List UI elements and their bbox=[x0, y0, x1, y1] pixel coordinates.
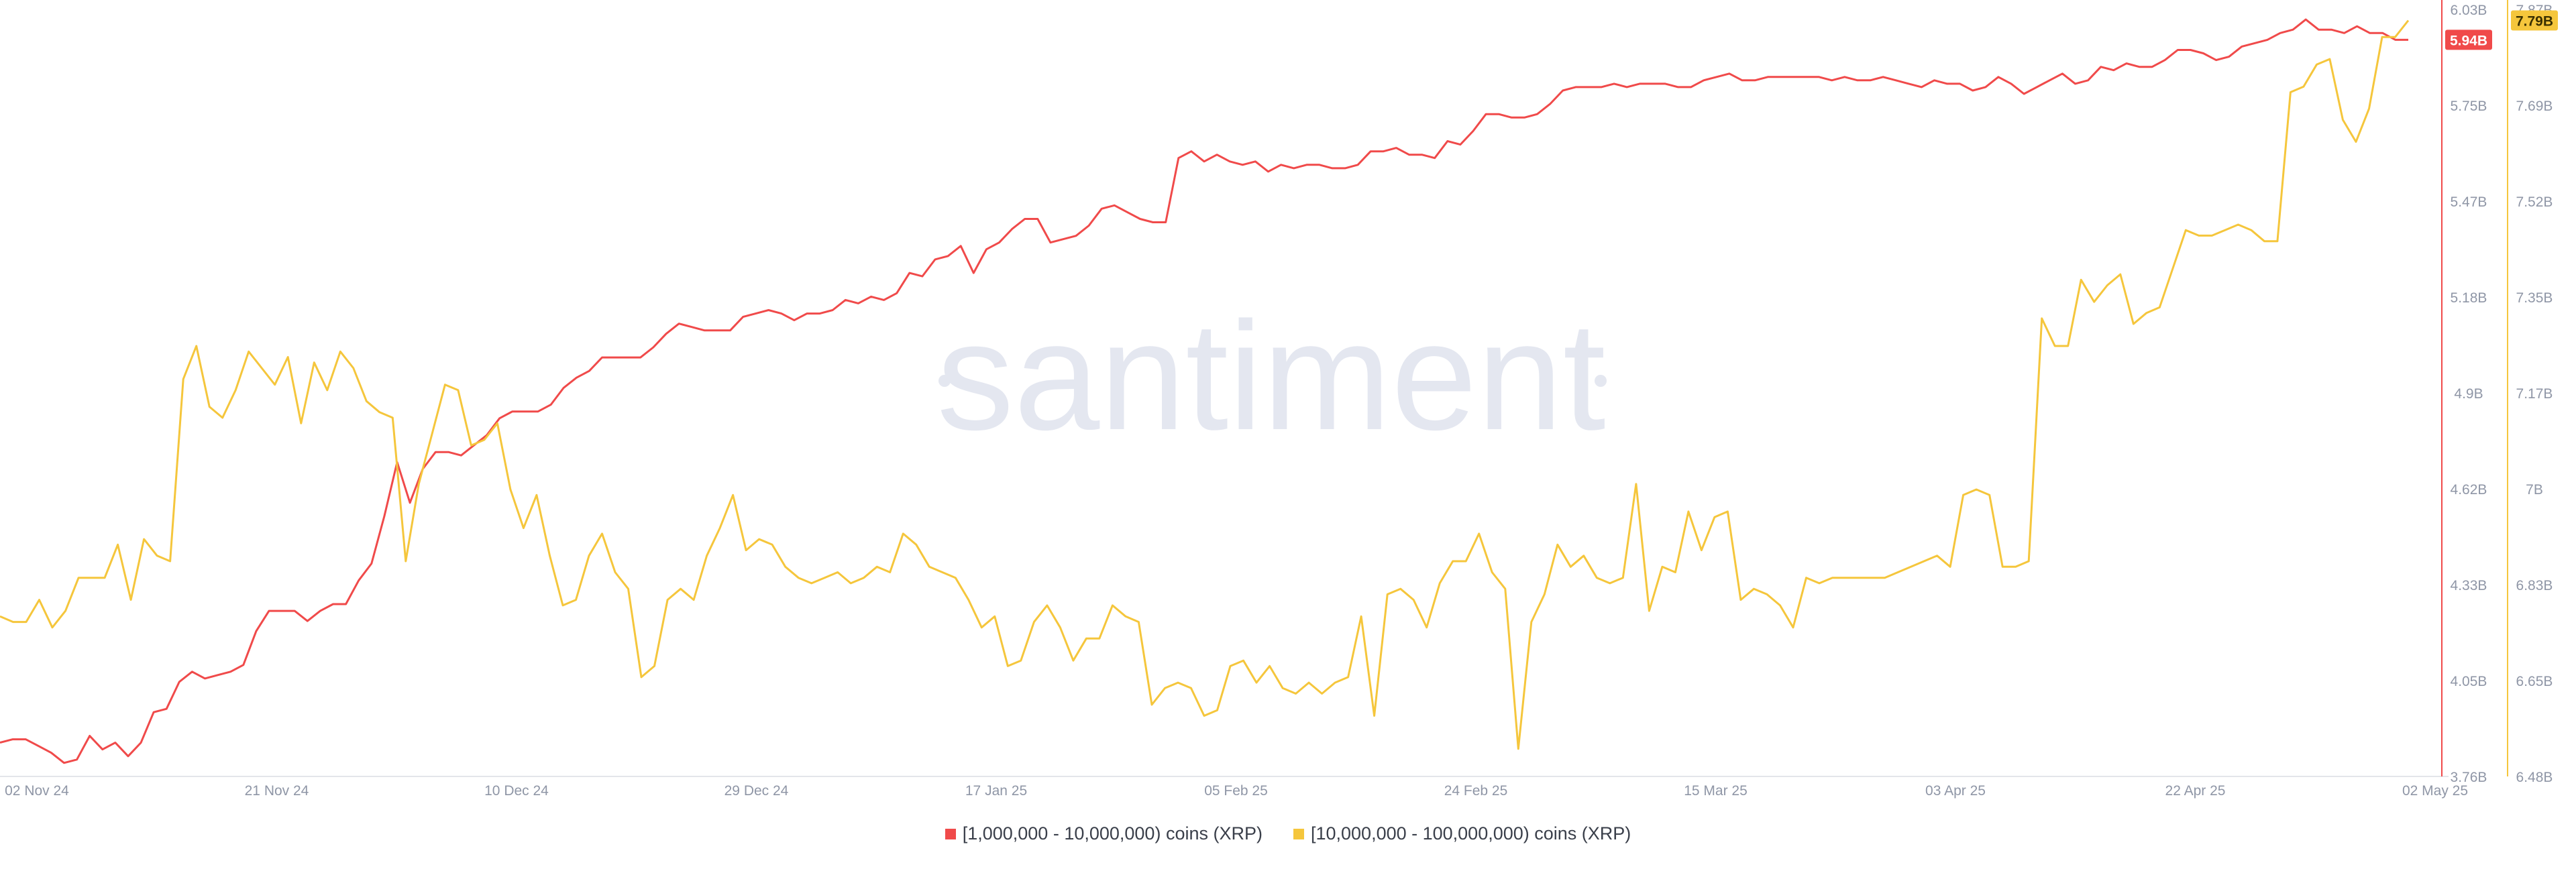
y-tick-label-1-3: 4.62B bbox=[2451, 482, 2487, 498]
y-tick-label-1-7: 5.75B bbox=[2451, 99, 2487, 114]
y-tick-label-1-8: 6.03B bbox=[2451, 3, 2487, 18]
watermark-dot-right bbox=[1595, 375, 1607, 387]
x-tick-label-9: 22 Apr 25 bbox=[2165, 783, 2226, 799]
x-tick-label-5: 05 Feb 25 bbox=[1204, 783, 1268, 799]
series-line-1 bbox=[0, 18, 2408, 764]
current-value-badge-1 bbox=[2445, 30, 2492, 50]
y-tick-label-1-2: 4.33B bbox=[2451, 578, 2487, 593]
x-tick-label-3: 29 Dec 24 bbox=[724, 783, 789, 799]
x-tick-label-1: 21 Nov 24 bbox=[245, 783, 309, 799]
y-tick-label-1-4: 4.9B bbox=[2454, 386, 2483, 402]
y-tick-label-2-5: 7.35B bbox=[2516, 290, 2553, 306]
y-tick-label-1-6: 5.47B bbox=[2451, 194, 2487, 210]
y-tick-label-2-2: 6.83B bbox=[2516, 578, 2553, 593]
x-tick-label-7: 15 Mar 25 bbox=[1684, 783, 1748, 799]
current-value-label-1: 5.94B bbox=[2450, 33, 2487, 48]
x-tick-label-4: 17 Jan 25 bbox=[965, 783, 1027, 799]
y-tick-label-2-1: 6.65B bbox=[2516, 674, 2553, 689]
y-tick-label-2-3: 7B bbox=[2526, 482, 2543, 498]
x-tick-label-8: 03 Apr 25 bbox=[1925, 783, 1986, 799]
y-tick-label-2-7: 7.69B bbox=[2516, 99, 2553, 114]
y-tick-label-1-0: 3.76B bbox=[2451, 770, 2487, 785]
x-tick-label-10: 02 May 25 bbox=[2402, 783, 2468, 799]
y-tick-label-2-0: 6.48B bbox=[2516, 770, 2553, 785]
current-value-badge-2 bbox=[2511, 10, 2558, 31]
legend-item-series-2[interactable]: [10,000,000 - 100,000,000) coins (XRP) bbox=[1293, 823, 1631, 844]
y-tick-label-1-5: 5.18B bbox=[2451, 290, 2487, 306]
legend-swatch-series-2 bbox=[1293, 828, 1304, 839]
legend-label-series-2: [10,000,000 - 100,000,000) coins (XRP) bbox=[1310, 823, 1631, 843]
y-tick-label-1-1: 4.05B bbox=[2451, 674, 2487, 689]
chart-legend: [1,000,000 - 10,000,000) coins (XRP) [10… bbox=[0, 823, 2576, 844]
series-line-2 bbox=[0, 19, 2410, 750]
current-value-label-2: 7.79B bbox=[2516, 13, 2553, 29]
legend-label-series-1: [1,000,000 - 10,000,000) coins (XRP) bbox=[962, 823, 1263, 843]
watermark-text: santiment bbox=[936, 290, 1605, 462]
legend-item-series-1[interactable]: [1,000,000 - 10,000,000) coins (XRP) bbox=[945, 823, 1263, 844]
y-tick-label-2-6: 7.52B bbox=[2516, 194, 2553, 210]
x-tick-label-0: 02 Nov 24 bbox=[5, 783, 69, 799]
x-tick-label-6: 24 Feb 25 bbox=[1444, 783, 1508, 799]
legend-swatch-series-1 bbox=[945, 828, 956, 839]
x-tick-label-2: 10 Dec 24 bbox=[484, 783, 549, 799]
watermark-dot-left bbox=[938, 375, 951, 387]
y-tick-label-2-4: 7.17B bbox=[2516, 386, 2553, 402]
